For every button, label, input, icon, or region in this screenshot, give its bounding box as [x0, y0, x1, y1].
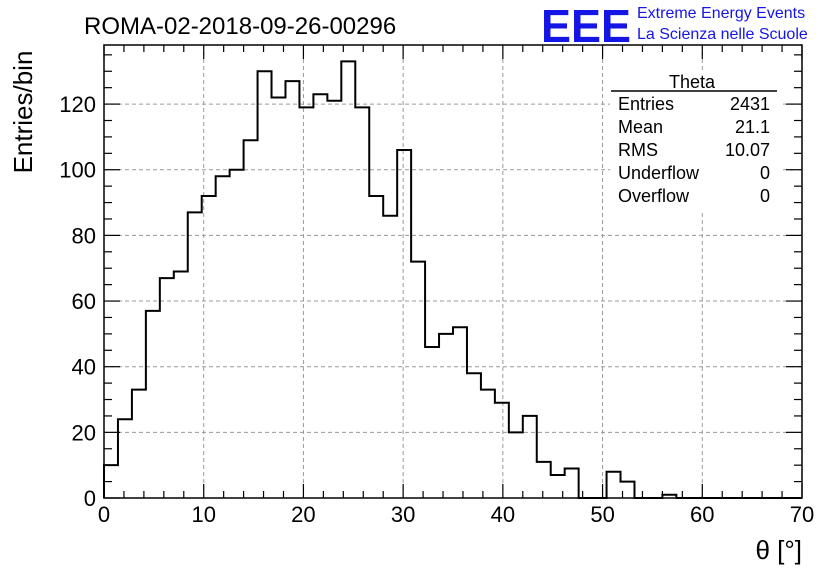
y-tick-label: 20 — [72, 420, 96, 445]
histogram-bin — [453, 327, 467, 498]
stats-entries-value: 2431 — [730, 94, 770, 114]
x-tick-label: 60 — [690, 502, 714, 527]
histogram-bin — [216, 176, 230, 498]
logo-mark: EEE — [541, 0, 631, 52]
x-tick-label: 20 — [291, 502, 315, 527]
histogram-bin — [411, 262, 425, 498]
histogram-bin — [397, 150, 411, 498]
histogram-bin — [341, 61, 355, 498]
stats-title: Theta — [669, 72, 716, 92]
y-tick-label: 100 — [59, 158, 96, 183]
x-tick-label: 70 — [790, 502, 814, 527]
histogram-bin — [467, 373, 481, 498]
histogram-bin — [509, 432, 523, 498]
histogram-bin — [425, 347, 439, 498]
histogram-bin — [481, 390, 495, 498]
axes — [103, 44, 803, 499]
tick-labels: 0 10 20 30 40 50 60 70 0 20 40 60 80 100 120 — [59, 92, 814, 527]
histogram-bin — [202, 196, 216, 498]
logo-line2: La Scienza nelle Scuole — [637, 26, 808, 43]
histogram-bin — [369, 196, 383, 498]
y-tick-label: 40 — [72, 355, 96, 380]
histogram-bin — [523, 416, 537, 498]
stats-underflow-value: 0 — [760, 163, 770, 183]
histogram-bin — [285, 81, 299, 498]
histogram-bin — [188, 212, 202, 498]
histogram-bin — [355, 107, 369, 498]
histogram-bin — [439, 334, 453, 498]
histogram-series — [103, 60, 802, 499]
histogram-bin — [299, 107, 313, 498]
histogram-bin — [313, 94, 327, 498]
y-tick-label: 120 — [59, 92, 96, 117]
histogram-bin — [244, 140, 258, 498]
stats-entries-label: Entries — [618, 94, 674, 114]
x-tick-label: 50 — [590, 502, 614, 527]
histogram-bin — [565, 468, 579, 498]
x-tick-label: 0 — [98, 502, 110, 527]
histogram-bin — [174, 272, 188, 499]
plot-frame — [103, 44, 803, 499]
stats-box-background — [610, 70, 780, 210]
histogram-bin — [537, 462, 551, 498]
histogram-step-line — [103, 60, 802, 499]
chart-title: ROMA-02-2018-09-26-00296 — [84, 13, 396, 40]
stats-mean-value: 21.1 — [735, 117, 770, 137]
histogram-bin — [132, 390, 146, 498]
logo-line1: Extreme Energy Events — [637, 5, 805, 22]
x-axis-label: θ [°] — [755, 535, 802, 565]
stats-rms-value: 10.07 — [725, 140, 770, 160]
y-tick-label: 80 — [72, 223, 96, 248]
histogram-bin — [327, 101, 341, 498]
stats-underflow-label: Underflow — [618, 163, 700, 183]
y-tick-label: 60 — [72, 289, 96, 314]
stats-mean-label: Mean — [618, 117, 663, 137]
x-tick-label: 10 — [191, 502, 215, 527]
stats-box: Theta Entries 2431 Mean 21.1 RMS 10.07 U… — [610, 70, 780, 210]
y-axis-label: Entries/bin — [8, 51, 38, 174]
histogram-bin — [495, 403, 509, 498]
histogram-bin — [607, 472, 621, 498]
x-tick-label: 30 — [391, 502, 415, 527]
histogram-bin — [146, 311, 160, 498]
histogram-bin — [230, 170, 244, 498]
eee-logo: EEE Extreme Energy Events La Scienza nel… — [541, 0, 808, 52]
stats-overflow-label: Overflow — [618, 186, 690, 206]
histogram-bin — [160, 278, 174, 498]
x-tick-label: 40 — [491, 502, 515, 527]
histogram-bin — [272, 98, 286, 498]
histogram-bin — [258, 71, 272, 498]
stats-rms-label: RMS — [618, 140, 658, 160]
histogram-bin — [383, 216, 397, 498]
stats-overflow-value: 0 — [760, 186, 770, 206]
y-tick-label: 0 — [84, 486, 96, 511]
histogram-bin — [118, 419, 132, 498]
